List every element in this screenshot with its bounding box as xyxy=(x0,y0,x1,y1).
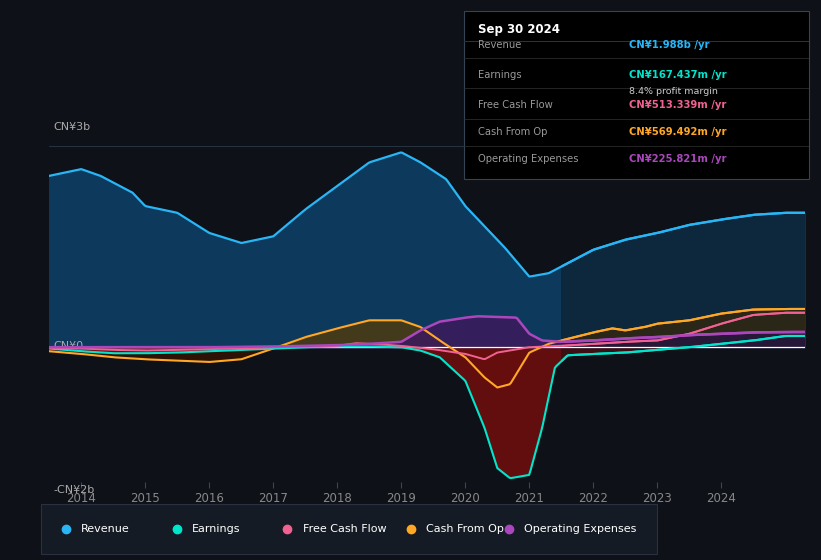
Text: -CN¥2b: -CN¥2b xyxy=(53,485,94,495)
Text: Operating Expenses: Operating Expenses xyxy=(525,524,637,534)
Text: CN¥569.492m /yr: CN¥569.492m /yr xyxy=(630,127,727,137)
FancyBboxPatch shape xyxy=(464,11,809,179)
Text: CN¥167.437m /yr: CN¥167.437m /yr xyxy=(630,70,727,80)
Text: Operating Expenses: Operating Expenses xyxy=(478,154,578,164)
Text: CN¥1.988b /yr: CN¥1.988b /yr xyxy=(630,40,710,50)
Text: Free Cash Flow: Free Cash Flow xyxy=(478,100,553,110)
Text: 8.4% profit margin: 8.4% profit margin xyxy=(630,87,718,96)
Text: Earnings: Earnings xyxy=(192,524,241,534)
Text: Cash From Op: Cash From Op xyxy=(478,127,547,137)
Text: Sep 30 2024: Sep 30 2024 xyxy=(478,23,560,36)
Text: Free Cash Flow: Free Cash Flow xyxy=(303,524,387,534)
Text: Revenue: Revenue xyxy=(478,40,521,50)
Text: Cash From Op: Cash From Op xyxy=(426,524,504,534)
Text: CN¥513.339m /yr: CN¥513.339m /yr xyxy=(630,100,727,110)
Bar xyxy=(562,146,805,482)
Text: CN¥0: CN¥0 xyxy=(53,340,83,351)
Text: Earnings: Earnings xyxy=(478,70,521,80)
Text: Revenue: Revenue xyxy=(81,524,130,534)
FancyBboxPatch shape xyxy=(41,504,657,554)
Text: CN¥3b: CN¥3b xyxy=(53,122,90,132)
Text: CN¥225.821m /yr: CN¥225.821m /yr xyxy=(630,154,727,164)
